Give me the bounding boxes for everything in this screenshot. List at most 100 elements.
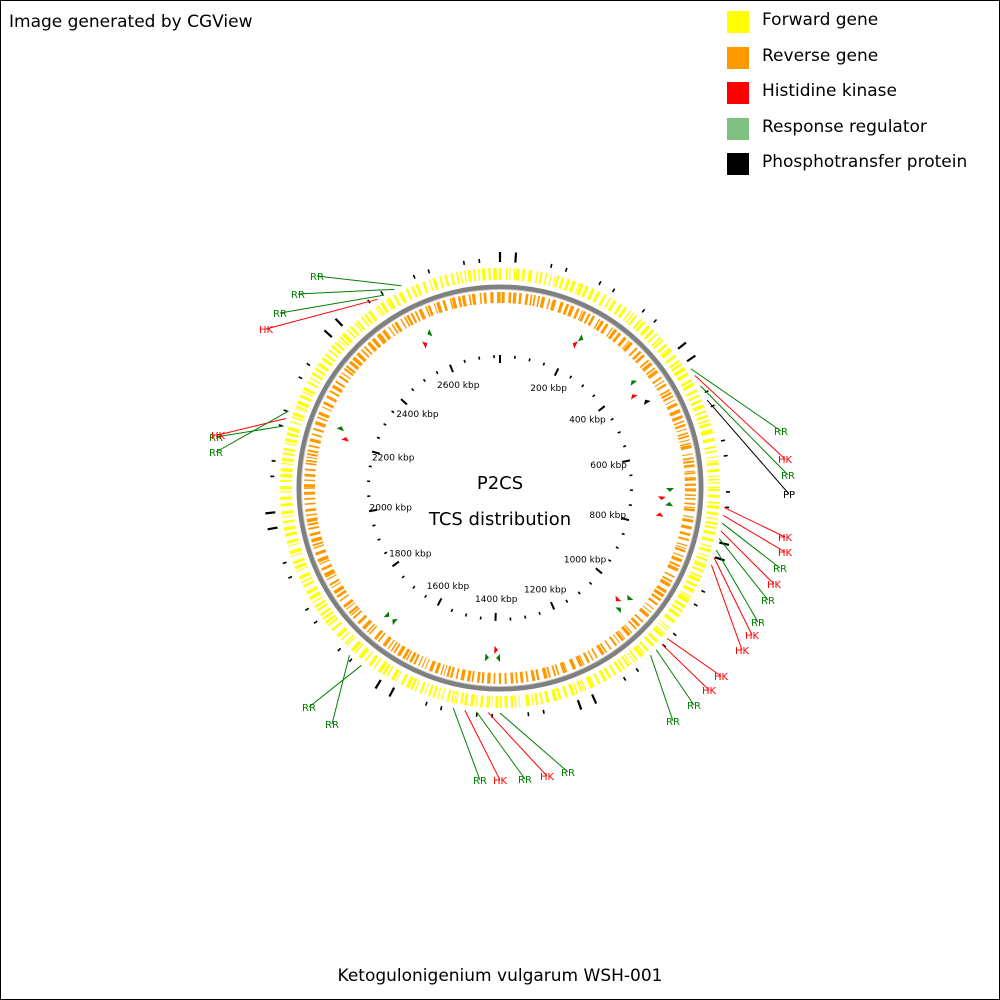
forward-gene-mark <box>322 610 334 620</box>
inner-tick <box>412 585 416 589</box>
reverse-gene-mark <box>312 541 324 547</box>
reverse-gene-mark <box>662 395 674 403</box>
reverse-gene-mark <box>304 502 316 506</box>
reverse-gene-mark <box>546 298 551 310</box>
reverse-gene-mark <box>382 329 392 341</box>
reverse-gene-mark <box>591 648 599 659</box>
reverse-gene-mark <box>433 303 439 314</box>
reverse-gene-mark <box>397 645 406 657</box>
reverse-gene-mark <box>612 332 622 343</box>
reverse-gene-mark <box>532 295 536 307</box>
forward-gene-track <box>279 268 721 709</box>
forward-gene-mark <box>628 650 638 661</box>
callout-label: RR <box>291 290 305 301</box>
forward-gene-mark <box>481 268 487 281</box>
reverse-gene-mark <box>559 662 567 674</box>
forward-gene-mark <box>414 679 421 692</box>
forward-gene-mark <box>508 268 511 281</box>
tick-label: 1800 kbp <box>389 549 432 559</box>
reverse-gene-mark <box>549 299 557 311</box>
forward-gene-mark <box>337 338 347 348</box>
forward-gene-mark <box>339 336 350 346</box>
inner-tick <box>538 611 541 616</box>
reverse-gene-mark <box>683 464 695 469</box>
forward-gene-mark <box>314 367 326 377</box>
outer-tick <box>514 252 518 263</box>
reverse-gene-mark <box>304 473 316 478</box>
reverse-gene-mark <box>630 617 641 627</box>
callout-line <box>720 530 775 585</box>
reverse-gene-mark <box>615 631 625 642</box>
forward-gene-mark <box>299 394 312 403</box>
forward-gene-mark <box>539 691 544 705</box>
forward-gene-mark <box>638 641 649 652</box>
inner-tick <box>610 417 614 421</box>
forward-gene-mark <box>428 279 434 292</box>
inner-tick <box>588 581 593 585</box>
callout-line <box>316 275 402 287</box>
reverse-gene-mark <box>665 399 676 406</box>
forward-gene-mark <box>576 680 583 693</box>
reverse-gene-mark <box>683 506 696 509</box>
forward-gene-mark <box>707 468 720 473</box>
forward-gene-mark <box>688 394 701 402</box>
outer-tick <box>380 290 384 296</box>
forward-gene-mark <box>455 691 459 704</box>
callout-label: HK <box>714 672 729 683</box>
callout-label: HK <box>211 431 226 442</box>
forward-gene-mark <box>444 274 450 287</box>
reverse-gene-mark <box>679 439 691 443</box>
reverse-gene-mark <box>524 293 529 305</box>
reverse-gene-mark <box>600 323 609 335</box>
forward-gene-mark <box>696 414 709 421</box>
hk-marker <box>494 645 499 654</box>
forward-gene-mark <box>707 475 720 478</box>
reverse-gene-mark <box>323 401 335 409</box>
reverse-gene-mark <box>604 639 612 650</box>
inner-tick <box>550 601 556 610</box>
forward-gene-mark <box>331 621 343 632</box>
reverse-gene-mark <box>567 305 575 317</box>
forward-gene-mark <box>475 694 478 707</box>
forward-gene-mark <box>643 636 655 647</box>
forward-gene-mark <box>346 328 357 339</box>
reverse-gene-mark <box>304 468 316 472</box>
reverse-gene-mark <box>313 544 325 549</box>
reverse-gene-mark <box>350 607 360 616</box>
forward-gene-mark <box>385 299 393 311</box>
callout-label: RR <box>209 433 223 444</box>
forward-gene-mark <box>336 626 348 638</box>
outer-tick <box>412 274 416 279</box>
tick-label: 1400 kbp <box>475 595 518 605</box>
inner-tick <box>377 538 381 541</box>
reverse-gene-mark <box>345 602 356 610</box>
reverse-gene-mark <box>654 380 665 388</box>
reverse-gene-mark <box>317 555 329 563</box>
forward-gene-mark <box>674 599 686 609</box>
map-subtitle: TCS distribution <box>428 509 571 530</box>
forward-gene-mark <box>700 543 713 548</box>
reverse-gene-mark <box>377 632 386 643</box>
reverse-gene-mark <box>529 294 533 306</box>
callout-label: RR <box>310 272 324 283</box>
callout-line <box>215 425 284 438</box>
reverse-gene-mark <box>357 614 368 625</box>
forward-gene-mark <box>693 561 706 569</box>
reverse-gene-mark <box>607 328 618 340</box>
forward-gene-mark <box>704 450 718 454</box>
callout-label: HK <box>778 548 793 559</box>
reverse-gene-mark <box>536 295 541 307</box>
callout-label: HK <box>767 580 782 591</box>
forward-gene-mark <box>548 274 553 286</box>
forward-gene-mark <box>620 655 630 667</box>
reverse-gene-mark <box>634 613 644 623</box>
reverse-gene-mark <box>424 658 430 670</box>
reverse-gene-mark <box>562 303 570 315</box>
reverse-gene-mark <box>323 568 335 577</box>
forward-gene-mark <box>538 271 543 284</box>
outer-tick <box>662 644 667 648</box>
forward-gene-mark <box>679 592 691 600</box>
outer-tick <box>439 706 443 711</box>
rr-marker <box>627 594 634 601</box>
tick-labels: 200 kbp 400 kbp 600 kbp 800 kbp 1000 kbp 1200… <box>370 381 628 605</box>
